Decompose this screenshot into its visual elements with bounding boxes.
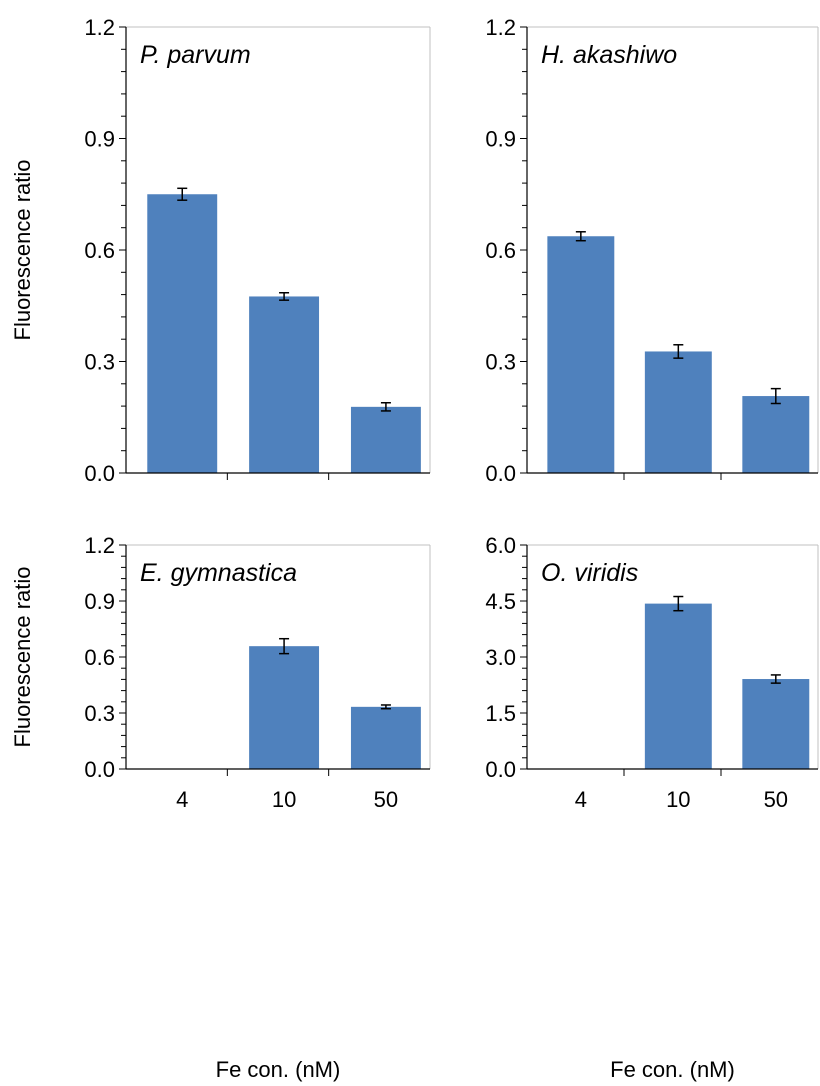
- x-axis-label: Fe con. (nM): [216, 1057, 341, 1082]
- y-tick-label: 0.0: [485, 757, 516, 782]
- panel-title: O. viridis: [541, 559, 638, 587]
- y-tick-label: 0.0: [84, 757, 115, 782]
- bar-50: [742, 679, 810, 769]
- panel-title: E. gymnastica: [140, 559, 297, 587]
- x-tick-label-50: 50: [764, 787, 788, 812]
- x-axis-label: Fe con. (nM): [610, 1057, 735, 1082]
- x-tick-label-10: 10: [272, 787, 296, 812]
- y-tick-label: 3.0: [485, 645, 516, 670]
- bar-10: [249, 296, 320, 473]
- y-tick-label: 0.9: [84, 127, 115, 152]
- bar-50: [350, 706, 421, 769]
- y-tick-label: 0.6: [84, 645, 115, 670]
- bar-10: [644, 603, 712, 769]
- x-tick-label-10: 10: [666, 787, 690, 812]
- y-tick-label: 0.3: [485, 350, 516, 375]
- x-tick-label-4: 4: [176, 787, 188, 812]
- bar-4: [147, 194, 218, 473]
- y-tick-label: 0.6: [485, 238, 516, 263]
- y-tick-label: 1.2: [485, 15, 516, 40]
- y-tick-label: 4.5: [485, 589, 516, 614]
- x-tick-label-4: 4: [575, 787, 587, 812]
- chart-panel-3: 0.0 0.3 0.6 0.9 1.2 4 10 50 E. gymnastica Fluores…: [10, 533, 431, 1082]
- y-axis-label: Fluorescence ratio: [10, 160, 35, 341]
- y-tick-label: 0.9: [485, 127, 516, 152]
- y-tick-label: 1.5: [485, 701, 516, 726]
- x-tick-label-50: 50: [374, 787, 398, 812]
- y-tick-label: 1.2: [84, 15, 115, 40]
- y-tick-label: 0.3: [84, 701, 115, 726]
- bar-10: [644, 351, 712, 473]
- panel-title: H. akashiwo: [541, 41, 677, 69]
- bar-10: [249, 646, 320, 769]
- y-tick-label: 0.3: [84, 350, 115, 375]
- y-tick-label: 0.6: [84, 238, 115, 263]
- chart-panel-2: 0.0 0.3 0.6 0.9 1.2 H. akashiwo: [485, 15, 819, 486]
- y-tick-label: 0.0: [485, 461, 516, 486]
- y-tick-label: 1.2: [84, 533, 115, 558]
- panel-title: P. parvum: [140, 41, 251, 69]
- y-tick-label: 6.0: [485, 533, 516, 558]
- chart-panel-4: 0.0 1.5 3.0 4.5 6.0 4 10 50 O. viridis Fe con. (n…: [485, 533, 819, 1082]
- bar-50: [350, 406, 421, 473]
- bar-50: [742, 396, 810, 473]
- y-tick-label: 0.0: [84, 461, 115, 486]
- y-axis-label: Fluorescence ratio: [10, 567, 35, 748]
- bar-4: [547, 236, 615, 473]
- chart-panel-1: 0.0 0.3 0.6 0.9 1.2 P. parvum Fluorescence rat…: [10, 15, 431, 486]
- y-tick-label: 0.9: [84, 589, 115, 614]
